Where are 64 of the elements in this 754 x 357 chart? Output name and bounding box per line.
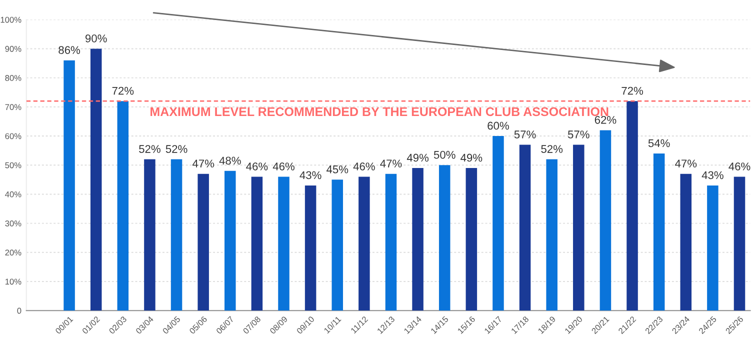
data-label: 46% [272,162,294,170]
data-label: 46% [728,162,750,170]
bar [707,185,718,311]
y-tick-label: 100% [0,16,22,23]
bar [573,144,584,311]
data-label: 43% [300,171,322,180]
bar [198,174,209,311]
data-label: 47% [675,160,697,168]
data-label: 86% [58,46,80,54]
bar [734,176,746,311]
bar [466,168,478,311]
data-label: 46% [246,162,268,170]
ref-line-label: MAXIMUM LEVEL RECOMMENDED BY THE EUROPEAN CLUB ASSOCIATION [150,107,608,116]
data-label: 62% [594,116,616,124]
data-label: 47% [192,160,214,168]
data-label: 48% [219,156,241,165]
bar [117,101,129,311]
data-label: 47% [380,160,402,168]
data-label: 52% [541,145,563,153]
y-tick-label: 90% [5,46,22,52]
y-tick-label: 80% [5,75,22,81]
bar [438,165,450,311]
bar [680,174,692,311]
y-tick-label: 60% [5,133,22,140]
bar [170,159,182,311]
data-label: 57% [514,130,536,138]
bar [90,48,102,311]
bar [546,159,558,311]
y-tick-label: 70% [5,104,22,110]
y-tick-label: 40% [5,191,22,198]
bar [64,60,75,311]
data-label: 50% [434,150,456,159]
data-label: 72% [112,86,134,95]
data-label: 49% [460,154,482,162]
data-label: 52% [139,145,160,153]
data-label: 57% [568,130,590,138]
bar [251,176,263,311]
y-tick-label: 20% [5,250,22,256]
data-label: 72% [622,86,643,95]
bar [224,170,236,311]
bar [304,185,316,311]
bar [492,136,504,311]
data-label: 54% [648,139,670,148]
data-label: 45% [326,165,348,174]
y-tick-label: 30% [5,220,22,226]
y-tick-label: 50% [5,162,22,168]
bar [653,153,665,311]
bar [278,176,290,311]
data-label: 43% [702,171,724,180]
bar [600,130,612,311]
data-label: 60% [488,122,509,130]
bar [144,159,156,311]
bar [332,180,344,311]
data-label: 52% [166,145,188,153]
data-label: 90% [85,34,107,42]
bar [412,168,424,311]
bar [626,101,638,311]
bar [385,174,397,311]
data-label: 46% [353,162,375,170]
bar [519,144,531,311]
data-label: 49% [406,154,429,162]
y-tick-label: 0 [17,308,22,314]
bar [358,176,370,311]
y-tick-label: 10% [5,278,22,285]
